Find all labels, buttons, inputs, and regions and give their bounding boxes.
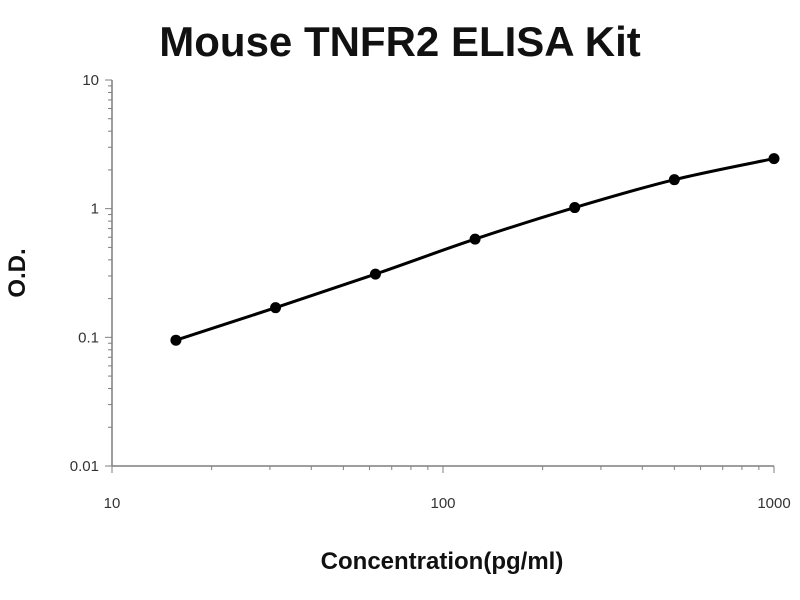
axes xyxy=(111,80,774,467)
x-tick-label: 100 xyxy=(430,495,455,512)
data-point xyxy=(668,174,680,186)
y-tick-label: 1 xyxy=(91,201,99,218)
x-tick-label: 10 xyxy=(104,495,121,512)
data-point xyxy=(270,302,282,314)
data-point xyxy=(369,268,381,280)
y-tick-label: 0.1 xyxy=(78,329,99,346)
data-point xyxy=(170,334,182,346)
data-point xyxy=(768,153,780,165)
x-tick-label: 1000 xyxy=(757,495,790,512)
data-points xyxy=(170,153,780,346)
y-axis-label: O.D. xyxy=(4,248,31,297)
y-tick-label: 0.01 xyxy=(70,458,99,475)
ticks xyxy=(105,79,775,473)
chart-title: Mouse TNFR2 ELISA Kit xyxy=(159,18,640,65)
data-point xyxy=(469,233,481,245)
y-tick-label: 10 xyxy=(82,72,99,89)
series-line xyxy=(174,157,776,342)
x-axis-label: Concentration(pg/ml) xyxy=(321,548,564,575)
tick-labels: 0.01 0.1 1 10 10 100 1000 xyxy=(70,72,791,512)
data-point xyxy=(569,202,581,214)
